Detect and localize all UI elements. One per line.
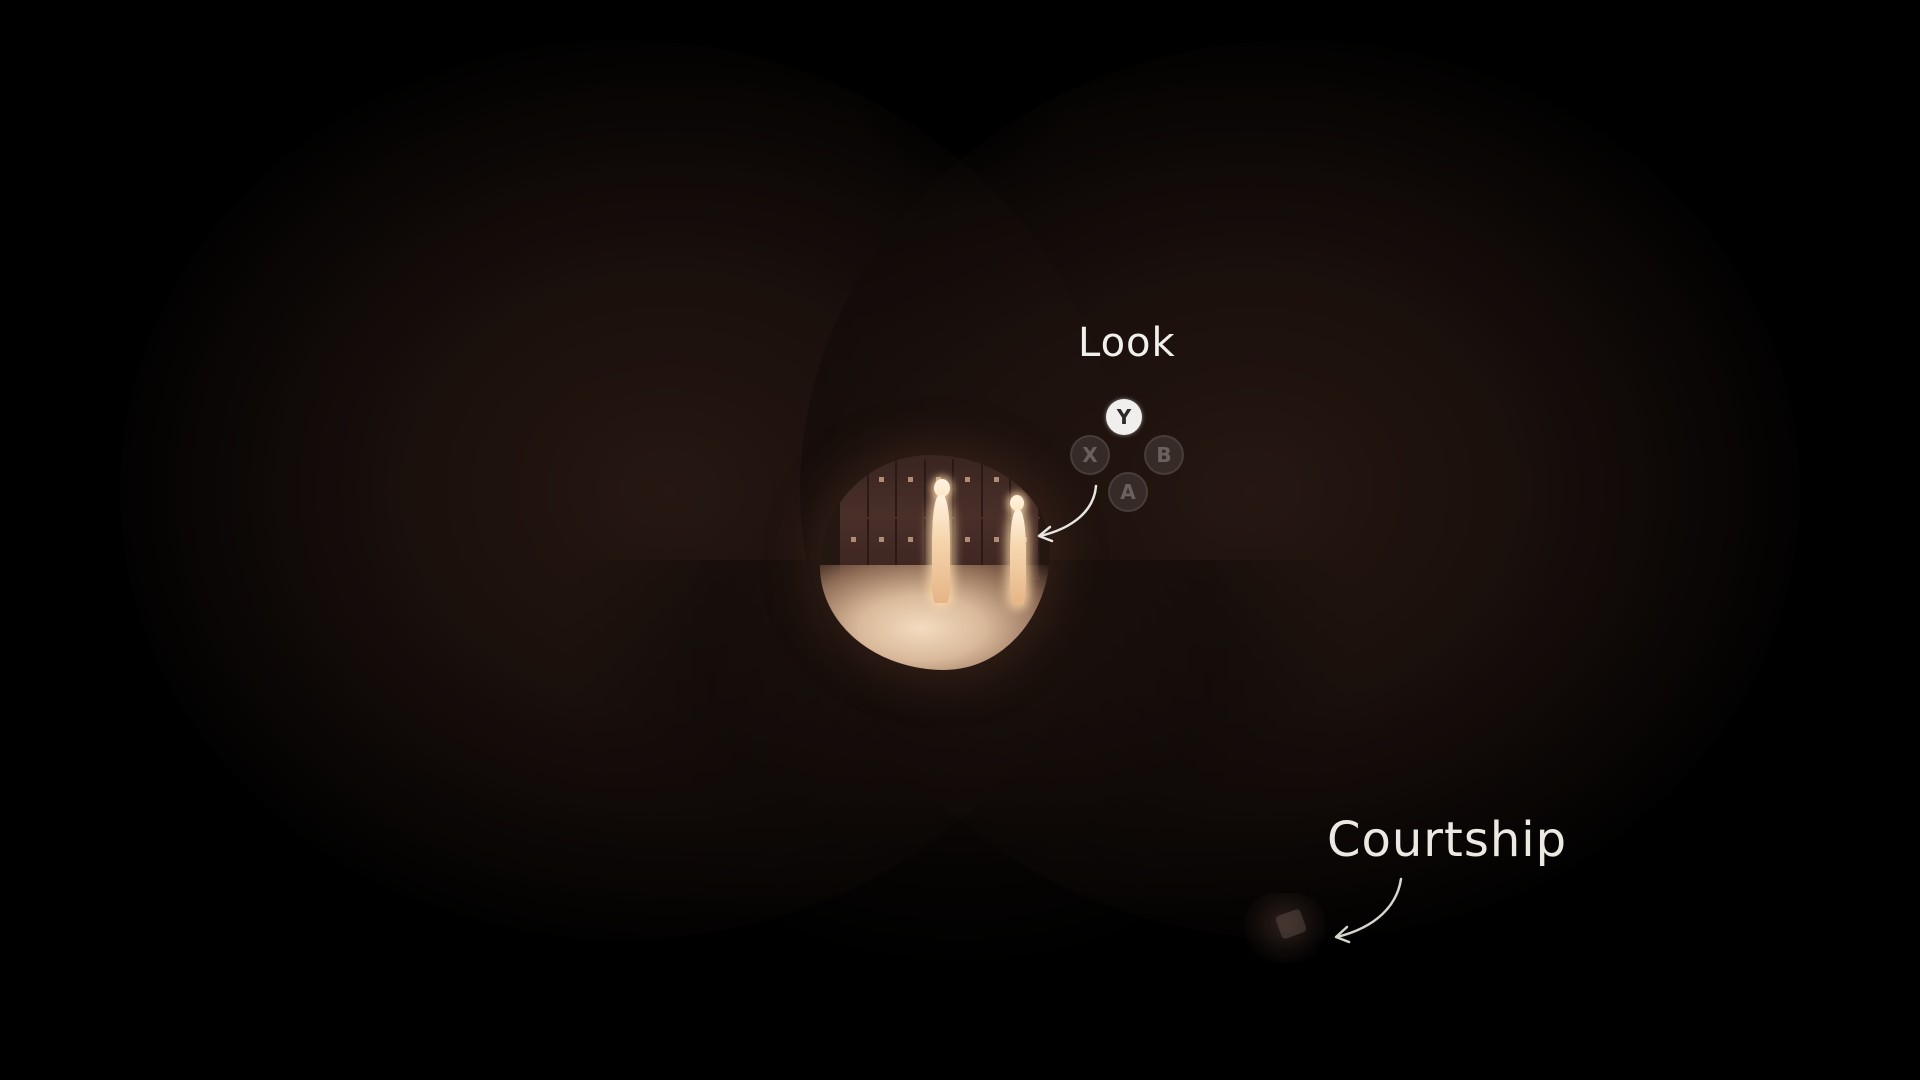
hand-drawn-arrow-icon — [1037, 484, 1098, 543]
memory-title-label: Courtship — [1327, 812, 1568, 868]
locker — [954, 519, 983, 577]
locker — [840, 519, 869, 577]
locker — [869, 459, 898, 517]
locker — [897, 519, 926, 577]
b-button[interactable]: B — [1144, 435, 1184, 475]
locker — [869, 519, 898, 577]
memory-scene-window — [820, 455, 1050, 670]
heart-vignette-notch — [830, 0, 1090, 200]
girl-character-head[interactable] — [1010, 495, 1024, 511]
memory-object[interactable] — [1245, 893, 1325, 963]
locker — [897, 459, 926, 517]
x-button[interactable]: X — [1070, 435, 1110, 475]
boy-character — [932, 495, 950, 603]
locker — [983, 459, 1012, 517]
hand-drawn-arrow-icon — [1334, 877, 1403, 944]
locker — [1011, 459, 1041, 517]
look-prompt-label: Look — [1078, 320, 1176, 366]
locker — [840, 459, 869, 517]
y-button[interactable]: Y — [1106, 399, 1142, 435]
locker-row-top — [840, 459, 1041, 517]
a-button[interactable]: A — [1108, 472, 1148, 512]
girl-character[interactable] — [1010, 510, 1026, 605]
boy-character-head — [934, 479, 950, 497]
locker — [954, 459, 983, 517]
